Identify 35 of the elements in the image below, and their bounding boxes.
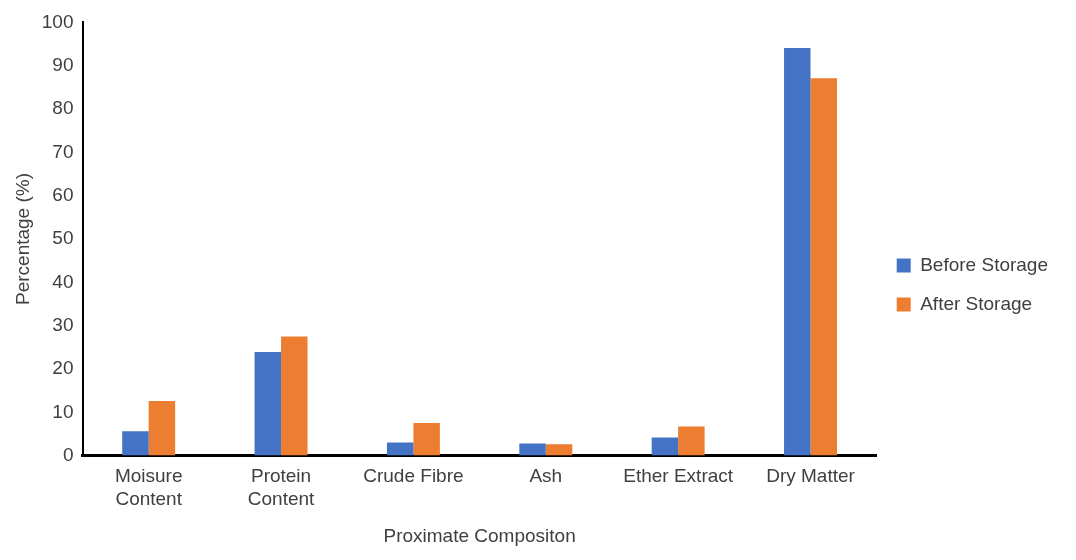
bar [545,444,573,456]
x-tick-label: Crude Fibre [363,465,464,487]
category-label: Protein [250,465,312,487]
y-tick-label: 20 [52,357,74,379]
y-tick-label: 30 [52,313,74,335]
bar [413,423,440,456]
bar [148,401,176,456]
legend-label: After Storage [920,292,1033,314]
category-label: Moisure [114,465,183,487]
legend-label: Before Storage [920,253,1049,275]
y-tick-label: 100 [41,10,74,32]
bar [122,431,149,456]
bar [678,426,705,456]
category-label: Content [115,488,182,510]
bar [651,437,679,456]
x-axis-title: Proximate Compositon [383,524,576,546]
x-tick-label: Ether Extract [623,465,734,487]
y-tick-label: 50 [52,227,74,249]
y-tick-label: 90 [52,53,74,75]
category-label: Content [247,488,315,510]
bar [281,336,308,456]
x-tick-label: Dry Matter [766,465,856,487]
bar [810,78,837,456]
bar [519,443,546,456]
bar [784,47,811,456]
x-tick-label: Ash [529,465,563,487]
y-axis-title: Percentage (%) [11,172,33,306]
y-tick-label: 80 [52,97,74,119]
bar [386,442,414,456]
y-tick-label: 60 [52,183,74,205]
y-tick-label: 40 [52,270,74,292]
y-tick-label: 70 [52,140,74,162]
y-tick-label: 10 [52,400,74,422]
y-tick-label: 0 [62,443,74,465]
bar [254,352,282,456]
